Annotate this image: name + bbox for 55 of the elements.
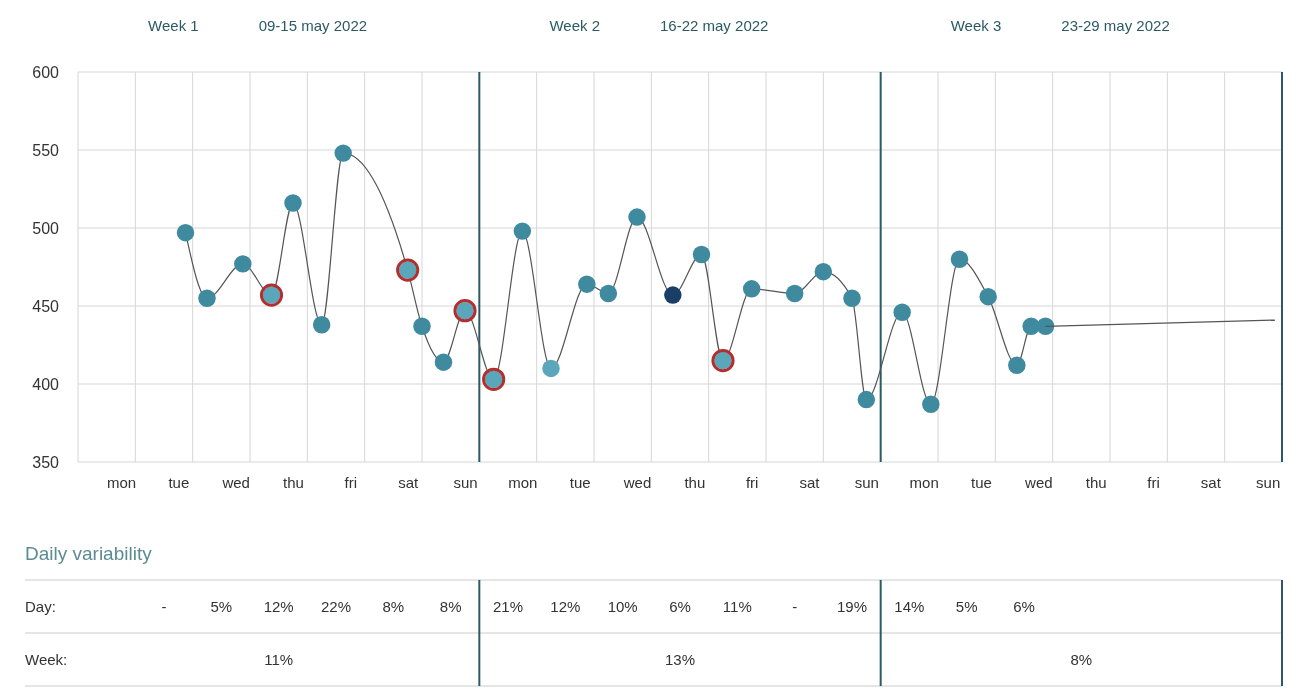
text: Week 2 — [549, 17, 600, 34]
x-tick-label: sat — [398, 473, 419, 491]
x-tick-label: sat — [1200, 473, 1222, 491]
x-tick-label: sun — [453, 473, 478, 491]
x-tick-label: sun — [1256, 473, 1281, 491]
x-tick-label: thu — [283, 473, 304, 491]
text: Week 3 — [950, 17, 1002, 34]
text: 23-29 may 2022 — [1061, 17, 1170, 34]
text: 09-15 may 2022 — [258, 17, 368, 34]
x-tick-label: fri — [344, 473, 358, 491]
x-tick-label: tue — [569, 473, 591, 491]
text: 5% — [955, 597, 978, 615]
x-tick-label: thu — [1085, 473, 1107, 491]
text: 13% — [664, 650, 696, 668]
text: 10% — [607, 597, 638, 615]
x-tick-label: wed — [622, 473, 652, 491]
text: 12% — [263, 597, 294, 615]
x-tick-label: wed — [221, 473, 250, 491]
y-tick-label: 350 — [32, 453, 60, 471]
x-tick-label: mon — [106, 473, 137, 491]
text: 6% — [1013, 597, 1035, 615]
text: 8% — [439, 597, 462, 615]
text: 11% — [264, 650, 294, 668]
text: 6% — [669, 597, 691, 615]
text: - — [161, 597, 167, 615]
y-tick-label: 500 — [32, 219, 60, 237]
text: 5% — [210, 597, 233, 615]
text: 12% — [550, 597, 581, 615]
y-tick-label: 550 — [32, 141, 60, 159]
text: 11% — [722, 597, 752, 615]
x-tick-label: fri — [1147, 473, 1160, 491]
text: Daily variability — [25, 543, 153, 564]
text: 8% — [382, 597, 405, 615]
x-tick-label: tue — [971, 473, 992, 491]
x-tick-label: thu — [684, 473, 706, 491]
text: 22% — [320, 597, 352, 615]
category-label: Day: — [25, 597, 56, 615]
y-tick-label: 450 — [32, 297, 60, 315]
text: 14% — [894, 597, 925, 615]
text: 21% — [492, 597, 524, 615]
x-tick-label: wed — [1024, 473, 1053, 491]
x-tick-label: sun — [854, 473, 879, 491]
x-tick-label: tue — [168, 473, 190, 491]
y-tick-label: 600 — [32, 63, 60, 81]
text: - — [792, 597, 798, 615]
y-tick-label: 400 — [32, 375, 60, 393]
x-tick-label: sat — [799, 473, 821, 491]
text: Week 1 — [148, 17, 199, 34]
x-tick-label: mon — [508, 473, 538, 491]
category-label: Week: — [25, 650, 68, 668]
text: 8% — [1070, 650, 1093, 668]
text: 19% — [836, 597, 868, 615]
text: 16-22 may 2022 — [660, 17, 769, 34]
x-tick-label: mon — [909, 473, 939, 491]
x-tick-label: fri — [745, 473, 759, 491]
